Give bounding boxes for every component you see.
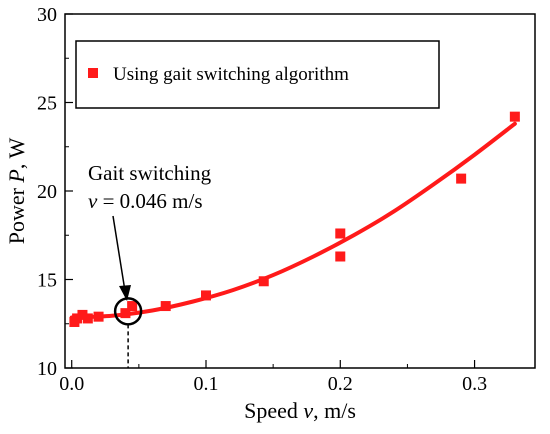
y-axis-title: Power P, W: [4, 137, 29, 244]
x-axis-title: Speed v, m/s: [244, 398, 356, 423]
data-point: [77, 309, 88, 320]
annotation-arrowhead: [119, 285, 131, 301]
gait-switch-annotation: Gait switching v = 0.046 m/s: [88, 161, 212, 368]
annotation-arrow-shaft: [112, 215, 126, 292]
y-tick-label: 20: [37, 181, 57, 203]
fit-curve: [69, 121, 517, 320]
y-tick-label: 10: [37, 358, 57, 380]
x-tick-label: 0.3: [462, 373, 487, 395]
data-point: [201, 290, 211, 301]
y-tick-label: 15: [37, 270, 57, 292]
x-tick-label: 0.0: [59, 373, 84, 395]
data-point: [120, 308, 131, 319]
data-point: [509, 111, 520, 122]
data-point: [72, 313, 83, 324]
data-point: [160, 301, 171, 312]
legend-label: Using gait switching algorithm: [113, 64, 349, 85]
annotation-line2: v = 0.046 m/s: [88, 189, 203, 213]
x-tick-label: 0.1: [194, 373, 219, 395]
axis-tick-labels: 0.0 0.1 0.2 0.3 10 15 20 25 30: [37, 4, 487, 395]
annotation-line1: Gait switching: [88, 161, 212, 185]
axis-ticks: [65, 13, 476, 369]
data-point: [82, 313, 93, 324]
data-point: [335, 251, 346, 262]
data-point: [93, 311, 104, 322]
data-point: [258, 276, 269, 287]
data-point: [456, 173, 467, 184]
legend-marker: [88, 68, 98, 78]
y-tick-label: 30: [37, 4, 57, 26]
legend-box: [75, 40, 440, 109]
x-tick-label: 0.2: [328, 373, 353, 395]
legend: Using gait switching algorithm: [75, 40, 440, 109]
y-tick-label: 25: [37, 93, 57, 115]
data-point: [127, 301, 138, 312]
data-markers: [69, 111, 520, 327]
data-point: [335, 228, 346, 239]
